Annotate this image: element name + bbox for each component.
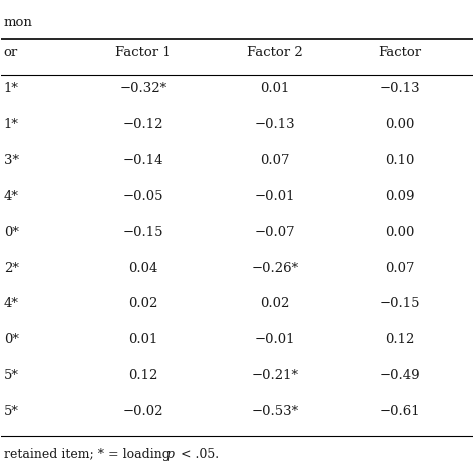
Text: 0.00: 0.00 bbox=[385, 226, 414, 239]
Text: 3*: 3* bbox=[4, 154, 19, 167]
Text: 0.02: 0.02 bbox=[128, 297, 157, 310]
Text: −0.26*: −0.26* bbox=[251, 262, 298, 274]
Text: −0.49: −0.49 bbox=[379, 369, 420, 382]
Text: 0.07: 0.07 bbox=[385, 262, 414, 274]
Text: −0.15: −0.15 bbox=[122, 226, 163, 239]
Text: Factor 2: Factor 2 bbox=[247, 46, 302, 59]
Text: 0.04: 0.04 bbox=[128, 262, 157, 274]
Text: 0.02: 0.02 bbox=[260, 297, 290, 310]
Text: 0.00: 0.00 bbox=[385, 118, 414, 131]
Text: −0.13: −0.13 bbox=[379, 82, 420, 95]
Text: 0.07: 0.07 bbox=[260, 154, 290, 167]
Text: −0.15: −0.15 bbox=[379, 297, 420, 310]
Text: 0.01: 0.01 bbox=[128, 333, 157, 346]
Text: or: or bbox=[4, 46, 18, 59]
Text: −0.32*: −0.32* bbox=[119, 82, 166, 95]
Text: < .05.: < .05. bbox=[177, 447, 219, 461]
Text: −0.02: −0.02 bbox=[122, 405, 163, 418]
Text: 0.12: 0.12 bbox=[128, 369, 157, 382]
Text: −0.14: −0.14 bbox=[122, 154, 163, 167]
Text: Factor 1: Factor 1 bbox=[115, 46, 171, 59]
Text: −0.61: −0.61 bbox=[379, 405, 420, 418]
Text: 0.10: 0.10 bbox=[385, 154, 414, 167]
Text: 0*: 0* bbox=[4, 333, 18, 346]
Text: −0.07: −0.07 bbox=[255, 226, 295, 239]
Text: −0.21*: −0.21* bbox=[251, 369, 298, 382]
Text: 0*: 0* bbox=[4, 226, 18, 239]
Text: 1*: 1* bbox=[4, 82, 18, 95]
Text: 4*: 4* bbox=[4, 190, 18, 203]
Text: −0.12: −0.12 bbox=[122, 118, 163, 131]
Text: 4*: 4* bbox=[4, 297, 18, 310]
Text: mon: mon bbox=[4, 16, 33, 28]
Text: 1*: 1* bbox=[4, 118, 18, 131]
Text: retained item; * = loading: retained item; * = loading bbox=[4, 447, 173, 461]
Text: 2*: 2* bbox=[4, 262, 18, 274]
Text: 0.01: 0.01 bbox=[260, 82, 290, 95]
Text: −0.01: −0.01 bbox=[255, 333, 295, 346]
Text: −0.53*: −0.53* bbox=[251, 405, 298, 418]
Text: p: p bbox=[166, 447, 174, 461]
Text: −0.05: −0.05 bbox=[122, 190, 163, 203]
Text: −0.13: −0.13 bbox=[255, 118, 295, 131]
Text: 0.12: 0.12 bbox=[385, 333, 414, 346]
Text: 0.09: 0.09 bbox=[385, 190, 414, 203]
Text: −0.01: −0.01 bbox=[255, 190, 295, 203]
Text: Factor: Factor bbox=[378, 46, 421, 59]
Text: 5*: 5* bbox=[4, 369, 18, 382]
Text: 5*: 5* bbox=[4, 405, 18, 418]
